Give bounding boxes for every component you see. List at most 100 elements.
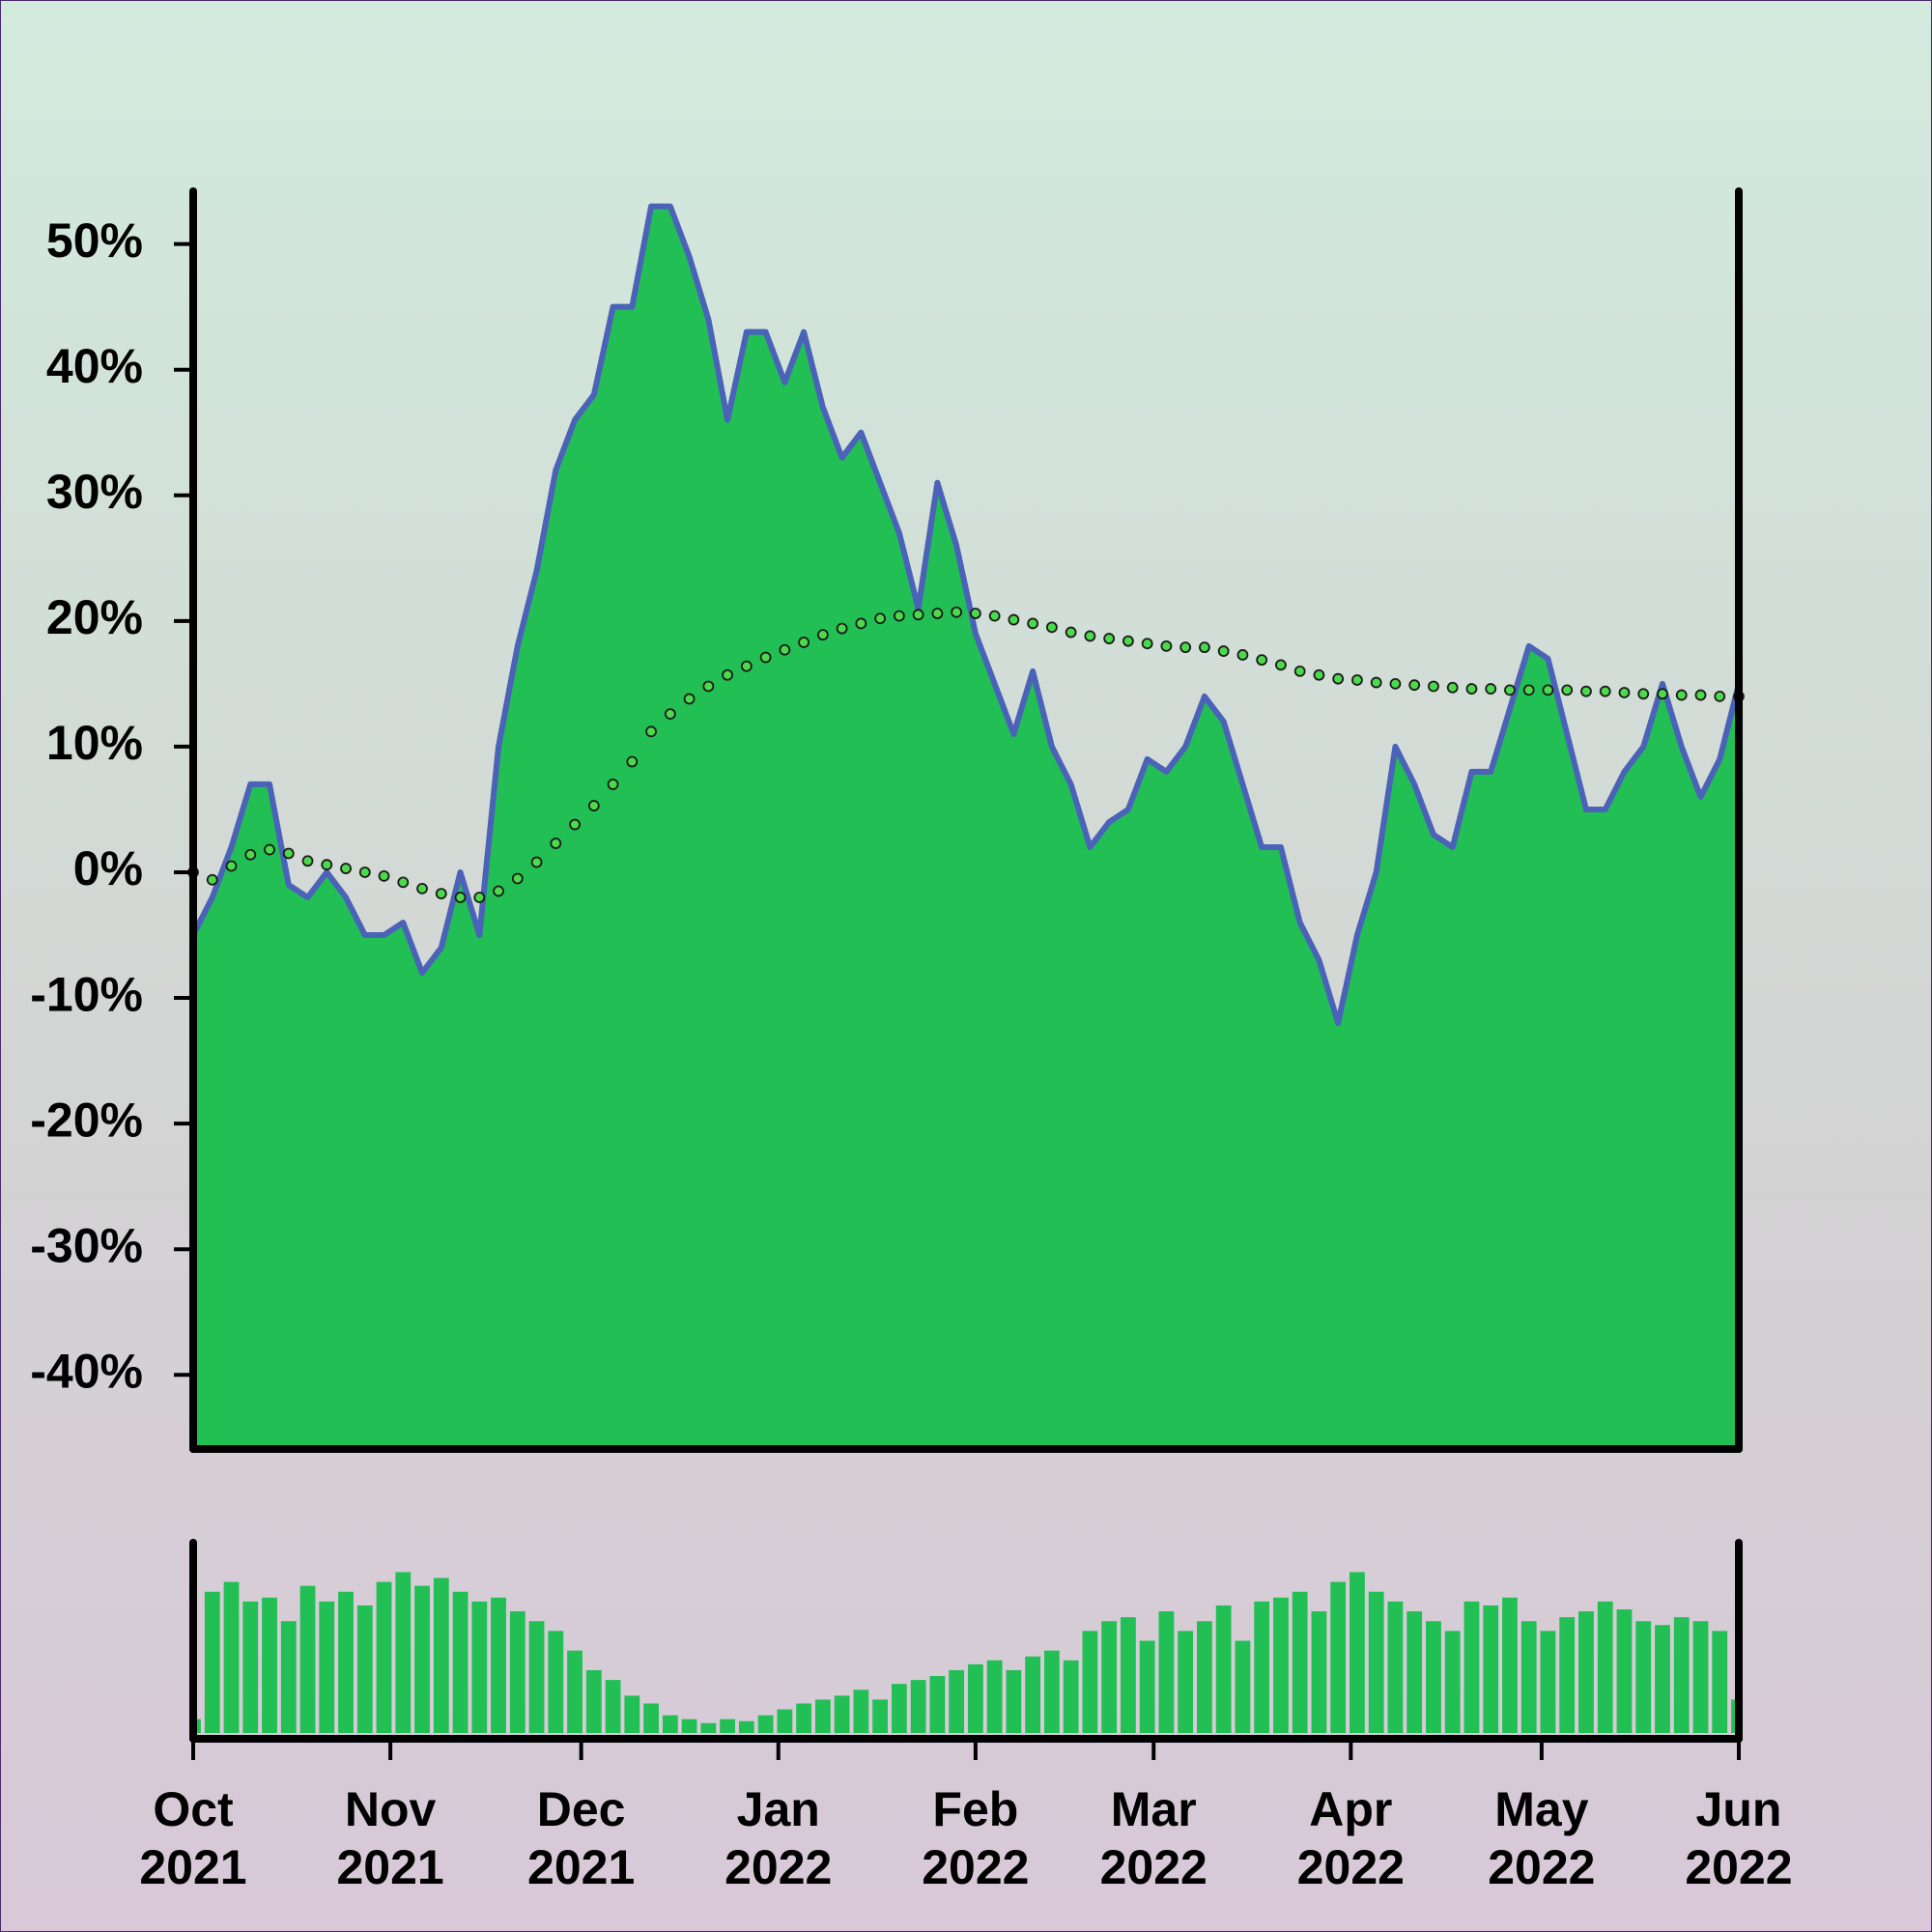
moving-average-dot <box>1313 668 1325 681</box>
volume-bar <box>376 1581 392 1733</box>
volume-bar <box>1158 1611 1175 1733</box>
moving-average-dot <box>587 800 600 811</box>
moving-average-dot <box>759 651 772 664</box>
moving-average-dot <box>511 872 524 885</box>
moving-average-dot <box>912 609 924 621</box>
volume-bar <box>567 1650 582 1733</box>
moving-average-dot <box>740 660 753 672</box>
volume-bar <box>1731 1699 1735 1733</box>
moving-average-dot <box>530 856 543 868</box>
volume-bar <box>414 1585 430 1733</box>
volume-bar <box>1692 1621 1709 1733</box>
moving-average-dot <box>1618 687 1631 698</box>
moving-average-dot <box>358 867 371 878</box>
moving-average-dot <box>282 847 295 860</box>
volume-bar <box>949 1669 965 1733</box>
volume-bar <box>433 1577 449 1733</box>
moving-average-dot <box>1446 681 1459 694</box>
moving-average-dot <box>1293 665 1306 677</box>
moving-average-dot <box>607 779 619 790</box>
y-tick-label: 10% <box>46 716 143 770</box>
volume-bar <box>338 1591 354 1733</box>
moving-average-dot <box>244 848 257 861</box>
moving-average-dot <box>816 629 829 641</box>
volume-bar <box>548 1631 564 1733</box>
line <box>190 203 1742 1027</box>
volume-bar <box>624 1695 640 1733</box>
moving-average-dot <box>569 818 581 831</box>
volume-bar <box>662 1715 678 1733</box>
volume-bar <box>1540 1631 1556 1733</box>
moving-average-dot <box>1637 688 1650 700</box>
volume-bar <box>242 1601 259 1733</box>
moving-average-dot <box>378 869 390 882</box>
volume-bar <box>720 1719 735 1733</box>
moving-average-dot <box>645 725 657 738</box>
volume-bar <box>1082 1631 1098 1733</box>
volume-bar <box>834 1695 850 1733</box>
moving-average-dot <box>1141 638 1153 650</box>
y-tick-label: 20% <box>46 590 143 644</box>
volume-bar <box>605 1680 621 1733</box>
volume-bar <box>1139 1640 1155 1733</box>
x-tick-label: Mar 2022 <box>1099 1782 1208 1894</box>
volume-bar <box>452 1591 469 1733</box>
volume-bar <box>1559 1617 1576 1733</box>
volume-bar <box>1673 1617 1690 1733</box>
moving-average-dot <box>301 855 314 867</box>
volume-bar <box>1616 1609 1633 1733</box>
volume-bar <box>1025 1656 1041 1733</box>
volume-bar <box>1444 1631 1461 1733</box>
volume-bar <box>509 1611 526 1733</box>
moving-average-dot <box>988 610 1001 622</box>
volume-bar <box>319 1601 335 1733</box>
moving-average-dot <box>874 612 887 625</box>
volume-bar <box>1635 1621 1652 1733</box>
moving-average-dot <box>1485 683 1497 695</box>
volume-bar <box>1463 1601 1480 1733</box>
volume-bar <box>967 1663 983 1733</box>
volume-bar <box>1235 1640 1251 1733</box>
moving-average-dot <box>1599 685 1611 697</box>
x-tick-label: Apr 2022 <box>1296 1782 1405 1894</box>
volume-bar <box>1197 1621 1212 1733</box>
moving-average-dot <box>969 608 981 619</box>
moving-average-dot <box>1408 679 1421 692</box>
volume-bar <box>1254 1601 1270 1733</box>
volume-bar <box>197 1719 201 1733</box>
moving-average-dot <box>1504 684 1516 696</box>
area <box>193 206 1739 1449</box>
moving-average-dot <box>416 882 428 895</box>
volume-bar <box>1502 1597 1518 1733</box>
moving-average-dot <box>1657 688 1668 700</box>
volume-bar <box>356 1605 373 1733</box>
moving-average-dot <box>1065 626 1077 639</box>
y-tick-label: 30% <box>46 465 143 519</box>
moving-average-dot <box>1428 680 1439 693</box>
x-tick-label: Nov 2021 <box>336 1782 444 1894</box>
volume-bar <box>1273 1597 1289 1733</box>
volume-bar <box>262 1597 277 1733</box>
moving-average-dot <box>1084 630 1096 642</box>
volume-bar <box>1350 1572 1365 1733</box>
volume-bar <box>1368 1591 1384 1733</box>
moving-average-dot <box>626 755 639 768</box>
moving-average-dot <box>1199 641 1210 654</box>
volume-bar <box>681 1719 697 1733</box>
volume-bar <box>1215 1605 1232 1733</box>
volume-bar <box>528 1621 545 1733</box>
volume-bar <box>1387 1601 1404 1733</box>
moving-average-dot <box>855 617 867 630</box>
moving-average-dot <box>550 838 562 849</box>
x-tick-label: Dec 2021 <box>527 1782 636 1894</box>
volume-bar <box>223 1581 240 1733</box>
moving-average-dot <box>321 859 333 871</box>
moving-average-dot <box>1275 659 1287 671</box>
moving-average-dot <box>702 680 715 693</box>
volume-bar <box>1292 1591 1308 1733</box>
volume-bar <box>1426 1621 1441 1733</box>
moving-average-dot <box>1675 689 1688 701</box>
moving-average-dot <box>1236 649 1249 661</box>
moving-average-dot <box>1160 639 1173 652</box>
